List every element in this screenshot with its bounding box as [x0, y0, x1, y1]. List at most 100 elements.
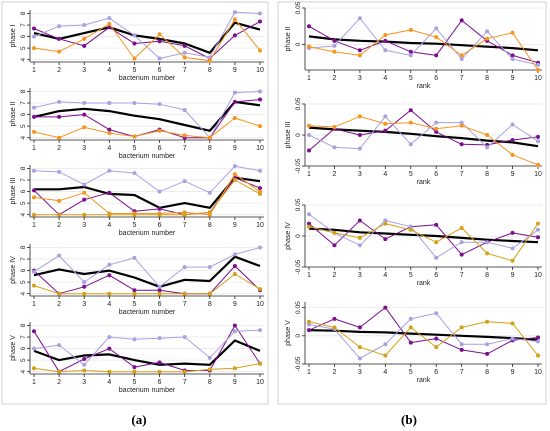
y-tick-label: 0: [295, 42, 302, 46]
x-tick-label: 4: [107, 222, 111, 229]
x-tick-label: 9: [233, 301, 237, 308]
y-axis-label: phase IV: [285, 222, 292, 250]
data-point: [332, 43, 337, 48]
data-point: [232, 178, 237, 183]
data-point: [107, 273, 112, 278]
x-tick-label: 5: [409, 171, 413, 178]
data-point: [32, 168, 36, 173]
y-tick-label: -0.05: [295, 356, 302, 371]
data-point: [107, 101, 112, 106]
data-point: [82, 368, 87, 373]
data-point: [32, 114, 36, 119]
series-line-orange: [33, 117, 261, 139]
y-axis-label: phase II: [10, 101, 17, 126]
data-point: [32, 346, 36, 351]
series-line-purple: [33, 21, 261, 59]
data-point: [383, 305, 388, 310]
data-point: [383, 342, 388, 347]
series-line-orange: [33, 18, 261, 62]
data-point: [182, 212, 187, 217]
x-tick-label: 1: [32, 145, 36, 152]
x-tick-label: 6: [434, 75, 438, 82]
data-point: [332, 38, 337, 43]
data-point: [258, 124, 262, 129]
chart-b-3: -0.05 0 0.05 1 2 3 4 5 6 7 8 9 10 rank phase IV: [285, 198, 542, 287]
data-point: [357, 356, 362, 361]
data-point: [434, 240, 439, 245]
data-point: [307, 148, 311, 153]
x-tick-label: 5: [409, 272, 413, 279]
data-point: [357, 218, 362, 223]
data-point: [32, 212, 36, 217]
data-point: [182, 133, 187, 138]
data-point: [157, 212, 162, 217]
x-tick-label: 9: [511, 272, 515, 279]
y-tick-label: 4: [20, 292, 27, 296]
data-point: [459, 342, 464, 347]
data-point: [182, 291, 187, 296]
data-point: [485, 251, 490, 256]
y-tick-label: 7: [20, 257, 27, 261]
data-point: [383, 237, 388, 242]
y-axis-label: phase II: [285, 26, 292, 51]
series-line-purple: [34, 99, 261, 139]
series-line-lavender: [308, 213, 539, 259]
x-tick-label: 2: [57, 67, 61, 74]
x-axis-label: bacterium number: [119, 75, 176, 82]
y-tick-label: 6: [20, 34, 27, 38]
data-point: [82, 112, 87, 117]
x-tick-label: 2: [57, 301, 61, 308]
data-point: [383, 32, 388, 37]
y-tick-label: 7: [20, 335, 27, 339]
data-point: [132, 291, 137, 296]
data-point: [57, 253, 62, 258]
data-point: [258, 287, 262, 292]
data-point: [459, 225, 464, 230]
data-point: [258, 245, 262, 250]
x-tick-label: 1: [307, 369, 311, 376]
x-tick-label: 1: [32, 67, 36, 74]
data-point: [332, 316, 337, 321]
data-point: [357, 235, 362, 240]
data-point: [232, 164, 237, 169]
chart-a-3: 4 5 6 7 8 1 2 3 4 5 6 7 8 9 10 bacterium number phase II…: [10, 164, 264, 237]
series-line-lavender: [33, 91, 261, 139]
y-tick-label: 0: [295, 133, 302, 137]
y-tick-label: 8: [20, 11, 27, 15]
x-tick-label: 7: [183, 301, 187, 308]
data-point: [485, 145, 490, 150]
y-tick-label: 4: [20, 213, 27, 217]
x-tick-label: 9: [233, 145, 237, 152]
x-tick-label: 3: [82, 379, 86, 386]
y-tick-label: 5: [20, 358, 27, 362]
y-tick-label: 0.05: [295, 1, 302, 14]
data-point: [182, 107, 187, 112]
panel-b-caption: (b): [401, 412, 417, 427]
data-point: [357, 345, 362, 350]
data-point: [107, 335, 112, 340]
data-point: [182, 50, 187, 55]
x-tick-label: 10: [534, 75, 542, 82]
data-point: [207, 355, 212, 360]
data-point: [132, 337, 137, 342]
data-point: [157, 39, 162, 44]
x-tick-label: 7: [183, 222, 187, 229]
data-point: [57, 169, 62, 174]
y-tick-label: 5: [20, 201, 27, 205]
x-axis-label: rank: [417, 280, 431, 287]
data-point: [510, 137, 515, 142]
data-point: [485, 133, 490, 137]
data-point: [307, 133, 311, 137]
series-line-gold: [308, 321, 539, 356]
x-tick-label: 3: [358, 75, 362, 82]
series-line-orange: [33, 173, 261, 216]
data-point: [232, 116, 237, 121]
y-tick-label: 4: [20, 370, 27, 374]
data-point: [32, 269, 36, 274]
data-point: [307, 328, 311, 333]
data-point: [434, 26, 439, 31]
x-tick-label: 6: [158, 301, 162, 308]
data-point: [232, 366, 237, 371]
data-point: [182, 179, 187, 184]
